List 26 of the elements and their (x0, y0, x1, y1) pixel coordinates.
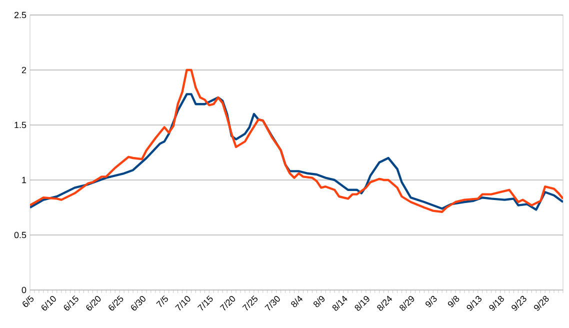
x-tick-label: 8/9 (314, 296, 325, 308)
x-tick-label: 6/5 (22, 295, 34, 307)
x-tick-label: 8/4 (291, 296, 303, 308)
y-tick-label: 2 (22, 66, 26, 74)
x-tick-label: 9/23 (512, 296, 526, 311)
x-tick-label: 6/10 (42, 296, 56, 310)
x-tick-label: 7/25 (242, 295, 258, 310)
x-tick-label: 7/5 (156, 295, 168, 307)
x-tick-label: 9/8 (448, 296, 460, 308)
x-tick-label: 6/25 (108, 295, 124, 310)
y-tick-label: 2.5 (14, 12, 26, 18)
x-tick-label: 7/10 (174, 296, 190, 310)
x-tick-label: 7/15 (197, 295, 213, 310)
y-tick-label: 1.5 (14, 122, 26, 128)
line-series (30, 68, 564, 213)
y-tick-label: 0 (22, 286, 26, 294)
y-tick-label: 0.5 (14, 232, 26, 238)
x-tick-label: 6/20 (86, 296, 101, 310)
x-tick-label: 6/15 (64, 295, 78, 310)
x-tick-label: 7/30 (264, 296, 280, 310)
x-tick-label: 8/29 (400, 296, 414, 311)
x-tick-label: 9/3 (426, 296, 437, 308)
y-tick-label: 1 (22, 176, 26, 184)
x-tick-label: 7/20 (220, 296, 236, 310)
x-tick-label: 6/30 (131, 296, 146, 310)
x-tick-label: 8/19 (354, 296, 370, 311)
